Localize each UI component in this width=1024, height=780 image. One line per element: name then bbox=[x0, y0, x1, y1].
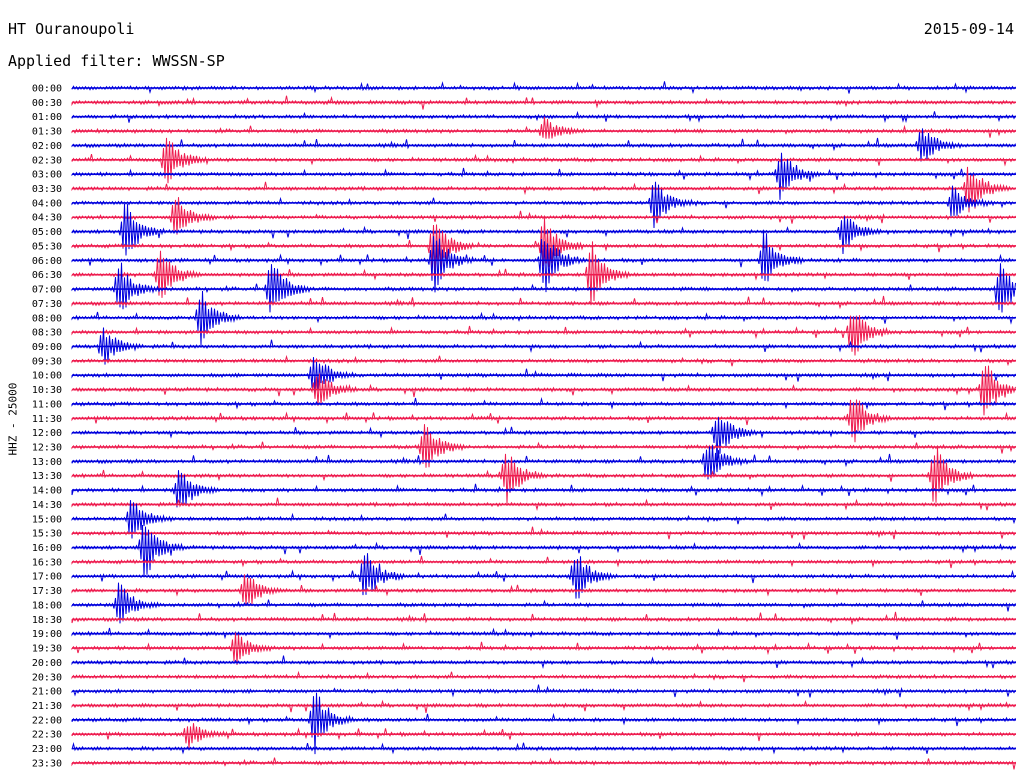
seismic-trace-1030 bbox=[71, 365, 1016, 416]
seismic-trace-2330 bbox=[71, 757, 1016, 770]
row-time-label: 16:00 bbox=[32, 543, 62, 554]
row-time-label: 18:00 bbox=[32, 600, 62, 611]
row-time-label: 07:00 bbox=[32, 285, 62, 296]
seismic-trace-0700 bbox=[71, 262, 1016, 313]
row-time-label: 08:30 bbox=[32, 328, 62, 339]
row-time-label: 22:30 bbox=[32, 730, 62, 741]
row-time-label: 13:30 bbox=[32, 471, 62, 482]
seismic-trace-1500 bbox=[71, 500, 1016, 539]
row-time-label: 17:00 bbox=[32, 572, 62, 583]
seismic-trace-0600 bbox=[71, 231, 1016, 293]
row-time-label: 01:30 bbox=[32, 127, 62, 138]
row-time-label: 18:30 bbox=[32, 615, 62, 626]
date-label: 2015-09-14 bbox=[923, 20, 1014, 38]
row-time-label: 15:00 bbox=[32, 514, 62, 525]
row-time-label: 11:30 bbox=[32, 414, 62, 425]
seismic-trace-2200 bbox=[71, 692, 1016, 755]
row-time-label: 20:00 bbox=[32, 658, 62, 669]
seismic-trace-0130 bbox=[71, 116, 1016, 139]
seismic-trace-1200 bbox=[71, 417, 1016, 461]
row-time-label: 14:00 bbox=[32, 486, 62, 497]
seismic-trace-1430 bbox=[71, 497, 1016, 512]
row-time-label: 04:00 bbox=[32, 198, 62, 209]
row-time-label: 23:30 bbox=[32, 758, 62, 769]
row-time-label: 01:00 bbox=[32, 112, 62, 123]
seismic-trace-0930 bbox=[71, 354, 1016, 367]
row-time-label: 03:30 bbox=[32, 184, 62, 195]
seismic-trace-0100 bbox=[71, 110, 1016, 124]
row-time-label: 04:30 bbox=[32, 213, 62, 224]
row-time-label: 12:00 bbox=[32, 428, 62, 439]
seismic-trace-1900 bbox=[71, 627, 1016, 640]
row-time-label: 11:00 bbox=[32, 399, 62, 410]
row-time-label: 20:30 bbox=[32, 672, 62, 683]
row-time-label: 06:00 bbox=[32, 256, 62, 267]
seismic-trace-2300 bbox=[71, 741, 1016, 755]
seismic-trace-1300 bbox=[71, 445, 1016, 480]
seismic-trace-1800 bbox=[71, 582, 1016, 624]
seismic-trace-2230 bbox=[71, 723, 1016, 749]
row-time-label: 23:00 bbox=[32, 744, 62, 755]
row-time-label: 03:00 bbox=[32, 170, 62, 181]
seismic-trace-1600 bbox=[71, 524, 1016, 578]
row-time-label: 15:30 bbox=[32, 529, 62, 540]
seismic-trace-1530 bbox=[71, 526, 1016, 540]
row-time-label: 08:00 bbox=[32, 313, 62, 324]
row-time-label: 02:30 bbox=[32, 155, 62, 166]
seismic-trace-2130 bbox=[71, 699, 1016, 713]
seismic-trace-1730 bbox=[71, 574, 1016, 606]
row-time-label: 17:30 bbox=[32, 586, 62, 597]
seismic-trace-1130 bbox=[71, 399, 1016, 443]
row-time-label: 05:30 bbox=[32, 241, 62, 252]
seismic-trace-0430 bbox=[71, 197, 1016, 235]
row-time-label: 22:00 bbox=[32, 715, 62, 726]
row-time-label: 14:30 bbox=[32, 500, 62, 511]
seismic-trace-0900 bbox=[71, 327, 1016, 365]
row-time-label: 05:00 bbox=[32, 227, 62, 238]
row-time-label: 19:30 bbox=[32, 644, 62, 655]
seismic-trace-0730 bbox=[71, 295, 1016, 310]
row-time-label: 12:30 bbox=[32, 443, 62, 454]
row-time-label: 10:30 bbox=[32, 385, 62, 396]
row-time-label: 16:30 bbox=[32, 557, 62, 568]
row-time-label: 13:00 bbox=[32, 457, 62, 468]
row-time-label: 21:30 bbox=[32, 701, 62, 712]
row-time-label: 02:00 bbox=[32, 141, 62, 152]
row-time-label: 09:30 bbox=[32, 356, 62, 367]
row-time-label: 00:30 bbox=[32, 98, 62, 109]
station-title: HT Ouranoupoli bbox=[8, 20, 135, 38]
row-time-label: 06:30 bbox=[32, 270, 62, 281]
seismic-trace-2100 bbox=[71, 684, 1016, 698]
row-time-label: 10:00 bbox=[32, 371, 62, 382]
seismic-trace-1230 bbox=[71, 424, 1016, 468]
seismic-trace-1830 bbox=[71, 611, 1016, 626]
row-time-label: 19:00 bbox=[32, 629, 62, 640]
filter-label: Applied filter: WWSSN-SP bbox=[8, 52, 225, 70]
seismic-trace-2030 bbox=[71, 670, 1016, 683]
row-time-label: 07:30 bbox=[32, 299, 62, 310]
row-time-label: 21:00 bbox=[32, 687, 62, 698]
seismic-trace-0400 bbox=[71, 181, 1016, 229]
row-time-label: 09:00 bbox=[32, 342, 62, 353]
row-time-label: 00:00 bbox=[32, 84, 62, 95]
